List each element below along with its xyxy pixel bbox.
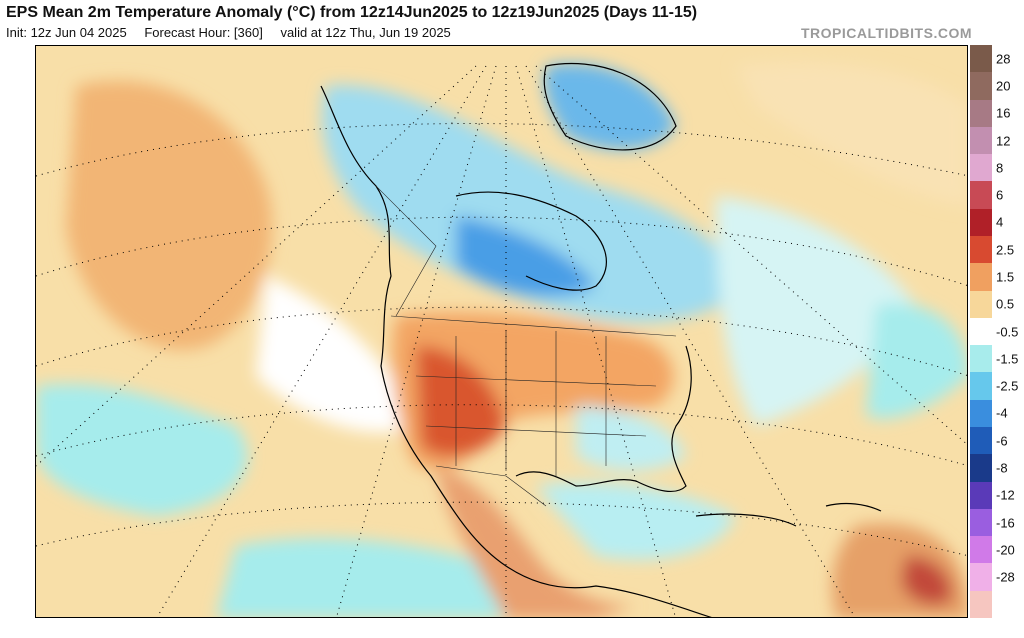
colorbar-swatch (970, 208, 992, 237)
gulf-cool-anomaly (536, 482, 736, 560)
graticule-lat-4 (36, 404, 967, 466)
colorbar-swatch (970, 508, 992, 537)
graticule (36, 65, 967, 617)
canada-cool-anomaly (322, 85, 736, 323)
colorbar-label: -16 (996, 515, 1015, 530)
anomaly-fields (36, 62, 967, 617)
colorbar-label: 12 (996, 133, 1011, 148)
colorbar-swatch (970, 99, 992, 128)
colorbar-label: 4 (996, 214, 1004, 230)
graticule-lat-2 (36, 216, 967, 286)
pacific-warm-anomaly (66, 80, 273, 350)
colorbar-label: -0.5 (996, 324, 1019, 339)
colorbar-swatch (970, 399, 992, 428)
colorbar-swatch (970, 563, 992, 592)
colorbar-swatch (970, 536, 992, 564)
atlantic-cool-anomaly (716, 196, 916, 426)
graticule-lat-3 (36, 306, 967, 376)
colorbar-label: -8 (996, 460, 1008, 476)
colorbar-swatch (970, 590, 992, 619)
us-mexico-border (435, 465, 547, 507)
hudson-bay (455, 191, 607, 291)
coastlines (320, 62, 882, 617)
colorbar-swatch (970, 481, 992, 510)
map-canvas (36, 46, 967, 617)
colorbar-swatch (970, 181, 992, 210)
colorbar-label: 6 (996, 187, 1004, 203)
southeast-cool-anomaly (576, 406, 686, 471)
colorbar-swatch (970, 154, 992, 182)
neutral-zone (256, 276, 416, 433)
colorbar-swatch (970, 427, 992, 455)
forecast-hour: Forecast Hour: [360] (144, 25, 263, 40)
colorbar-label: 16 (996, 105, 1011, 121)
west-coast (320, 85, 712, 617)
graticule-lat-5 (36, 501, 967, 557)
colorbar-swatch (970, 454, 992, 483)
alaska-canada-border (375, 185, 437, 317)
state-border-6 (425, 425, 647, 437)
colorbar-legend: 28 20 16 12 8 6 4 2.5 1.5 0.5 -0.5 -1.5 -2.5 -4 -6 -8 -1… (970, 45, 1024, 619)
colorbar-label: 28 (996, 51, 1011, 67)
colorbar-label: -4 (996, 405, 1008, 421)
colorbar-label: -28 (996, 569, 1015, 585)
colorbar-swatch (970, 263, 992, 292)
chart-title: EPS Mean 2m Temperature Anomaly (°C) fro… (6, 4, 698, 21)
colorbar-label: 8 (996, 160, 1004, 176)
colorbar-swatch (970, 317, 992, 346)
east-gulf-coast (515, 345, 692, 493)
colorbar-label: 20 (996, 78, 1011, 94)
colorbar-label: -6 (996, 433, 1008, 449)
pacific-cool-anomaly (36, 384, 248, 516)
colorbar-label: 0.5 (996, 296, 1015, 312)
colorbar-label: -1.5 (996, 351, 1019, 367)
run-info: Init: 12z Jun 04 2025 Forecast Hour: [36… (6, 25, 465, 40)
colorbar-swatch (970, 236, 992, 264)
colorbar-label: 1.5 (996, 269, 1015, 285)
atlantic-cool-anomaly-2 (866, 303, 967, 419)
colorbar-swatch (970, 126, 992, 155)
colorbar-swatch (970, 345, 992, 373)
south-america-strong-warm (901, 556, 952, 605)
canada-strong-cool (456, 216, 596, 297)
colorbar-swatch (970, 72, 992, 101)
political-borders (375, 185, 677, 507)
colorbar-label: -12 (996, 487, 1015, 503)
greenland-coast (543, 62, 677, 151)
hispaniola-coast (825, 502, 882, 512)
valid-time: valid at 12z Thu, Jun 19 2025 (280, 25, 451, 40)
east-pacific-cool-anomaly (216, 538, 556, 617)
site-brand: TROPICALTIDBITS.COM (800, 25, 972, 41)
anomaly-map (35, 45, 968, 618)
colorbar-label: 2.5 (996, 242, 1015, 258)
colorbar-label: -20 (996, 542, 1015, 558)
colorbar-swatch (970, 290, 992, 319)
state-border-5 (415, 375, 657, 387)
colorbar-swatch (970, 372, 992, 401)
arctic-warm (736, 62, 967, 206)
init-time: Init: 12z Jun 04 2025 (6, 25, 127, 40)
colorbar-label: -2.5 (996, 378, 1019, 394)
us-canada-border (390, 315, 677, 337)
colorbar-swatch (970, 45, 992, 73)
graticule-lon-7 (535, 65, 967, 445)
mexico-warm-anomaly (436, 466, 636, 617)
